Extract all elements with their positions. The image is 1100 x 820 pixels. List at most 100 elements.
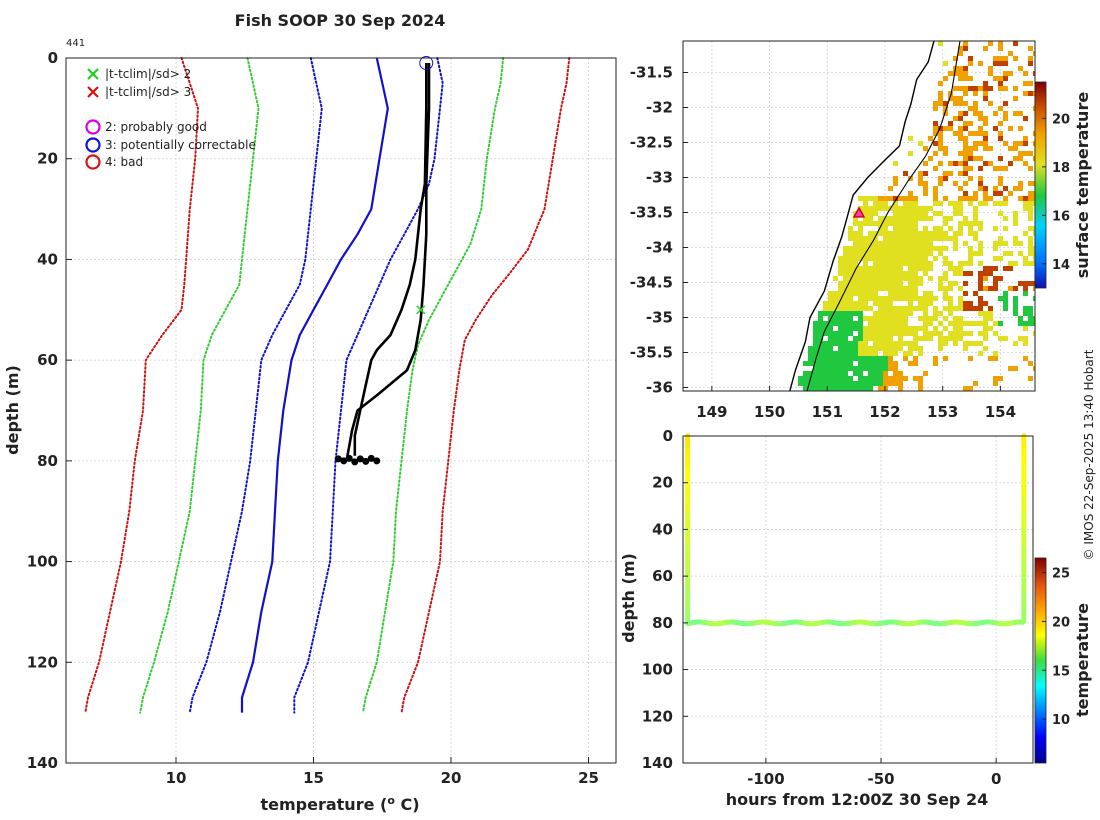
temperature-colorbar-label: temperature [1073,603,1092,717]
sst-cell [918,351,923,356]
sst-cell [998,56,1003,61]
sst-cell [1033,106,1035,111]
sst-cell [853,306,858,311]
profile-down-line [353,63,428,456]
sst-cell [893,331,898,336]
sst-cell [1033,261,1035,266]
sst-cell [998,176,1003,181]
sst-cell [978,246,983,251]
sst-cell [848,346,853,351]
sst-cell [933,306,938,311]
sst-cell [953,266,958,271]
sst-cell [893,366,898,371]
sst-cell [903,291,908,296]
sst-cell [963,111,968,116]
sst-cell [843,301,848,306]
sst-cell [813,351,818,356]
sst-cell [908,281,913,286]
sst-cell [878,371,883,376]
sst-cell [868,256,873,261]
sst-cell [838,316,843,321]
sst-cell [938,281,943,286]
sst-cell [863,206,868,211]
sst-cell [843,246,848,251]
legend-label: 3: potentially correctable [105,138,256,152]
sst-cell [1018,111,1023,116]
sst-cell [903,221,908,226]
sst-cell [823,356,828,361]
sst-cell [868,371,873,376]
sst-cell [963,46,968,51]
section-point [685,618,691,624]
sst-cell [893,306,898,311]
sst-cell [968,121,973,126]
sst-cell [818,321,823,326]
sst-cell [878,361,883,366]
sst-cell [938,226,943,231]
sst-cell [898,196,903,201]
sst-cell [923,296,928,301]
sst-cell [968,251,973,256]
sst-cell [858,276,863,281]
x-tick-label: 149 [696,403,727,421]
sst-cell [873,256,878,261]
sst-cell [838,356,843,361]
sst-cell [843,281,848,286]
sst-cell [1013,111,1018,116]
sst-cell [828,291,833,296]
sst-cell [973,131,978,136]
sst-cell [828,386,833,391]
sst-cell [993,356,998,361]
sst-cell [893,321,898,326]
sst-cell [958,231,963,236]
sst-cell [1013,286,1018,291]
sst-cell [873,196,878,201]
sst-cell [908,331,913,336]
sst-cell [898,236,903,241]
sst-cell [923,211,928,216]
sst-cell [963,41,968,46]
sst-cell [858,221,863,226]
sst-cell [963,121,968,126]
sst-cell [933,326,938,331]
sst-cell [968,146,973,151]
sst-cell [898,286,903,291]
sst-cell [928,246,933,251]
sst-cell [898,341,903,346]
sst-cell [873,266,878,271]
sst-cell [993,381,998,386]
sst-cell [958,266,963,271]
sst-cell [878,256,883,261]
y-tick-label: 80 [652,614,673,632]
y-tick-label: -35 [646,309,673,327]
sst-cell [978,286,983,291]
sst-cell [983,116,988,121]
sst-cell [888,346,893,351]
sst-cell [863,316,868,321]
sst-cell [843,341,848,346]
sst-cell [978,241,983,246]
sst-cell [833,331,838,336]
sst-cell [1003,71,1008,76]
sst-cell [983,141,988,146]
sst-cell [948,321,953,326]
sst-cell [893,326,898,331]
sst-cell [818,361,823,366]
sst-cell [853,231,858,236]
y-tick-label: 40 [652,520,673,538]
sst-cell [868,361,873,366]
sst-cell [998,296,1003,301]
sst-cell [908,206,913,211]
sst-cell [1013,41,1018,46]
sst-cell [1028,226,1033,231]
sst-cell [1018,126,1023,131]
sst-cell [838,281,843,286]
sst-cell [933,166,938,171]
x-tick-label: -100 [747,770,785,788]
sst-cell [853,356,858,361]
sst-cell [858,271,863,276]
sst-cell [983,161,988,166]
sst-cell [963,151,968,156]
sst-cell [1013,221,1018,226]
sst-cell [948,281,953,286]
